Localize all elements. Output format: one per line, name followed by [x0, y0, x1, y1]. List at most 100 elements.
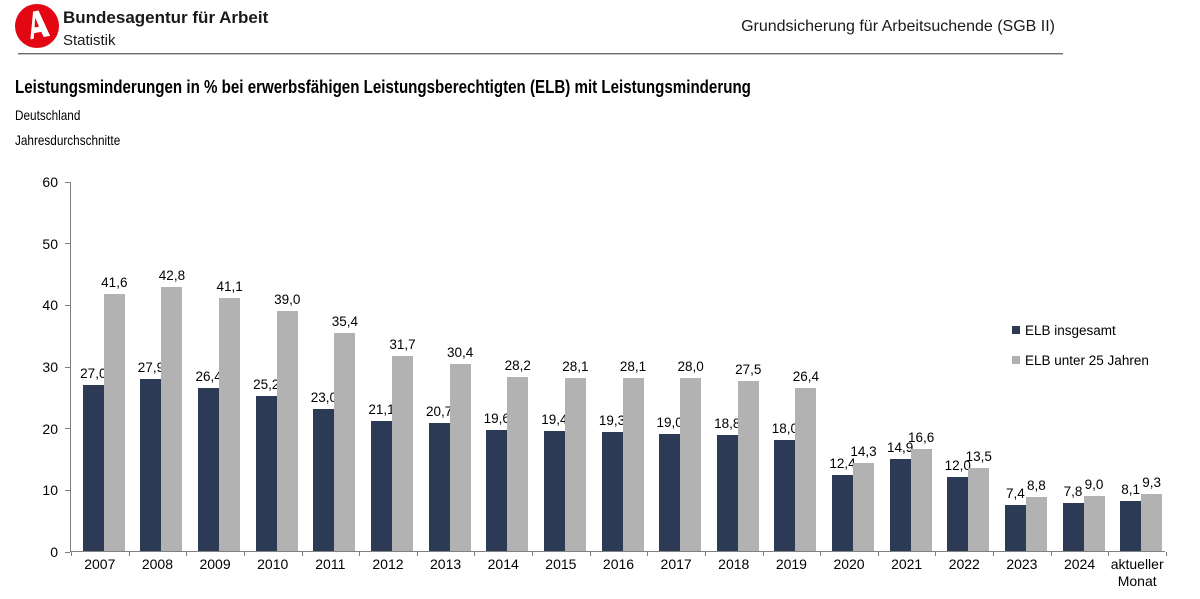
x-axis-label: 2009 [199, 556, 231, 572]
value-label-elb-insgesamt: 18,8 [714, 416, 741, 432]
value-label-elb-insgesamt: 19,3 [598, 412, 626, 428]
bar-elb-unter-25-jahren [1025, 496, 1047, 551]
value-label-elb-unter-25-jahren: 28,2 [504, 358, 531, 374]
bar-elb-insgesamt [486, 430, 508, 551]
y-axis-label: 20 [42, 420, 58, 437]
value-label-elb-unter-25-jahren: 14,3 [850, 443, 877, 459]
bar-elb-insgesamt [313, 409, 335, 551]
x-axis-tick [243, 552, 245, 556]
org-subtitle: Statistik [63, 32, 116, 49]
x-axis-label: 2017 [660, 556, 692, 572]
x-axis-label: 2011 [315, 556, 346, 572]
x-axis-tick [1166, 552, 1167, 556]
x-axis-label: 2019 [775, 556, 807, 572]
x-axis-label: 2010 [257, 556, 289, 572]
x-axis-tick [301, 552, 303, 556]
value-label-elb-unter-25-jahren: 28,1 [619, 358, 647, 374]
x-axis-tick [474, 552, 476, 556]
bar-elb-unter-25-jahren [853, 462, 875, 551]
y-axis-tick [65, 243, 70, 245]
bar-elb-unter-25-jahren [449, 363, 471, 551]
report-context: Grundsicherung für Arbeitsuchende (SGB I… [741, 18, 1055, 35]
value-label-elb-insgesamt: 7,8 [1063, 483, 1083, 499]
x-axis-tick [993, 552, 995, 556]
bar-elb-insgesamt [1004, 505, 1026, 551]
x-axis-label: 2008 [141, 556, 174, 572]
bar-elb-unter-25-jahren [103, 294, 125, 551]
chart-region: Deutschland [15, 107, 81, 123]
x-axis-label: 2023 [1006, 556, 1038, 572]
value-label-elb-unter-25-jahren: 27,5 [735, 362, 762, 378]
y-axis-tick [65, 181, 70, 183]
value-label-elb-insgesamt: 21,1 [368, 401, 395, 417]
x-axis-tick [704, 552, 706, 556]
y-axis-label: 60 [42, 174, 58, 190]
org-name: Bundesagentur für Arbeit [63, 8, 269, 27]
value-label-elb-unter-25-jahren: 41,1 [216, 278, 243, 294]
value-label-elb-insgesamt: 19,4 [541, 412, 568, 428]
value-label-elb-unter-25-jahren: 28,1 [562, 358, 589, 374]
bar-elb-unter-25-jahren [391, 355, 413, 551]
bar-elb-insgesamt [1120, 501, 1142, 551]
bar-elb-insgesamt [370, 420, 392, 551]
legend-item-elb-insgesamt: ELB insgesamt [1012, 322, 1149, 338]
x-axis-label: 2007 [84, 556, 116, 572]
value-label-elb-unter-25-jahren: 30,4 [446, 344, 474, 360]
header-divider [18, 53, 1063, 55]
bar-elb-unter-25-jahren [219, 297, 241, 551]
chart-title: Leistungsminderungen in % bei erwerbsfäh… [15, 77, 751, 97]
value-label-elb-insgesamt: 26,4 [195, 369, 222, 385]
x-axis-tick [647, 552, 649, 556]
bar-elb-unter-25-jahren [161, 287, 183, 551]
y-axis-label: 30 [42, 359, 58, 375]
chart-legend: ELB insgesamt ELB unter 25 Jahren [1012, 322, 1149, 382]
x-axis-tick [359, 552, 361, 556]
bar-elb-insgesamt [255, 395, 277, 551]
x-axis-label: 2022 [948, 556, 980, 572]
bar-elb-unter-25-jahren [1083, 495, 1105, 551]
legend-label: ELB unter 25 Jahren [1025, 352, 1149, 368]
value-label-elb-unter-25-jahren: 42,8 [158, 268, 186, 284]
x-axis-label: 2024 [1063, 556, 1096, 572]
bar-elb-unter-25-jahren [795, 388, 817, 551]
bar-elb-unter-25-jahren [737, 381, 759, 551]
bar-elb-insgesamt [601, 431, 623, 551]
x-axis-label: 2013 [430, 556, 462, 572]
y-axis-label: 50 [42, 235, 58, 252]
chart-period: Jahresdurchschnitte [15, 132, 121, 148]
value-label-elb-insgesamt: 12,4 [829, 455, 856, 471]
bar-elb-unter-25-jahren [910, 448, 932, 551]
bar-elb-unter-25-jahren [680, 378, 702, 551]
bar-elb-unter-25-jahren [564, 377, 586, 551]
legend-swatch-gray-icon [1012, 356, 1020, 364]
value-label-elb-insgesamt: 20,7 [425, 404, 453, 420]
bar-elb-unter-25-jahren [276, 310, 298, 551]
bar-elb-insgesamt [140, 378, 162, 551]
x-axis-label: aktueller Monat [1110, 556, 1164, 589]
value-label-elb-insgesamt: 8,1 [1121, 482, 1141, 498]
bar-elb-insgesamt [428, 423, 450, 551]
y-axis-tick [65, 428, 70, 430]
x-axis-tick [128, 552, 130, 556]
value-label-elb-insgesamt: 7,4 [1006, 486, 1025, 502]
y-axis-tick [65, 551, 70, 553]
x-axis-tick [416, 552, 418, 556]
bar-elb-insgesamt [1062, 502, 1084, 551]
y-axis-tick [65, 489, 70, 491]
value-label-elb-unter-25-jahren: 31,7 [389, 336, 416, 352]
x-axis-label: 2018 [718, 556, 750, 572]
bar-elb-insgesamt [947, 477, 969, 551]
value-label-elb-insgesamt: 23,0 [310, 390, 337, 406]
value-label-elb-unter-25-jahren: 8,8 [1027, 477, 1046, 493]
bundesagentur-logo-icon [15, 4, 59, 48]
x-axis-tick [71, 552, 72, 556]
x-axis-tick [532, 552, 534, 556]
bar-elb-unter-25-jahren [507, 377, 529, 551]
y-axis-tick [65, 366, 70, 368]
value-label-elb-unter-25-jahren: 35,4 [331, 313, 358, 329]
bar-elb-unter-25-jahren [968, 467, 990, 551]
value-label-elb-insgesamt: 19,0 [656, 414, 683, 430]
x-axis-tick [762, 552, 764, 556]
y-axis-label: 40 [42, 297, 58, 314]
